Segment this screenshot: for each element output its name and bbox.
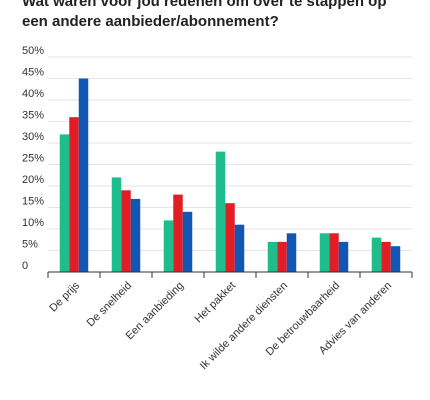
y-tick-label: 0 xyxy=(22,260,28,272)
bar xyxy=(163,220,174,272)
bar xyxy=(277,241,287,272)
bar xyxy=(182,211,193,272)
bar xyxy=(267,241,278,272)
bar xyxy=(319,233,330,272)
bar xyxy=(78,78,89,272)
bar xyxy=(329,233,339,272)
y-tick-label: 50% xyxy=(22,45,44,57)
bar xyxy=(371,237,382,272)
x-tick-label: Ik wilde andere diensten xyxy=(198,280,290,372)
y-tick-label: 30% xyxy=(22,131,44,143)
bar xyxy=(215,151,226,272)
bar xyxy=(225,203,235,272)
x-tick-label: Het pakket xyxy=(193,280,239,326)
bar xyxy=(111,177,122,272)
chart-title: een andere aanbieder/abonnement? xyxy=(22,13,279,30)
bar xyxy=(390,246,401,272)
bar xyxy=(338,241,349,272)
bar xyxy=(59,134,70,272)
y-tick-label: 40% xyxy=(22,88,44,100)
y-tick-label: 20% xyxy=(22,174,44,186)
y-tick-label: 10% xyxy=(22,217,44,229)
y-tick-label: 15% xyxy=(22,195,44,207)
y-tick-label: 25% xyxy=(22,152,44,164)
y-tick-label: 5% xyxy=(22,238,38,250)
bar xyxy=(69,117,79,272)
x-tick-label: De snelheid xyxy=(85,280,135,330)
y-tick-label: 35% xyxy=(22,109,44,121)
bar xyxy=(286,233,297,272)
y-tick-label: 45% xyxy=(22,66,44,78)
bar xyxy=(234,224,245,272)
bar xyxy=(121,190,131,272)
bar xyxy=(130,198,141,272)
x-tick-label: De prijs xyxy=(47,279,82,314)
bar xyxy=(381,241,391,272)
chart-title: Wat waren voor jou redenen om over te st… xyxy=(22,0,387,10)
bar xyxy=(173,194,183,272)
